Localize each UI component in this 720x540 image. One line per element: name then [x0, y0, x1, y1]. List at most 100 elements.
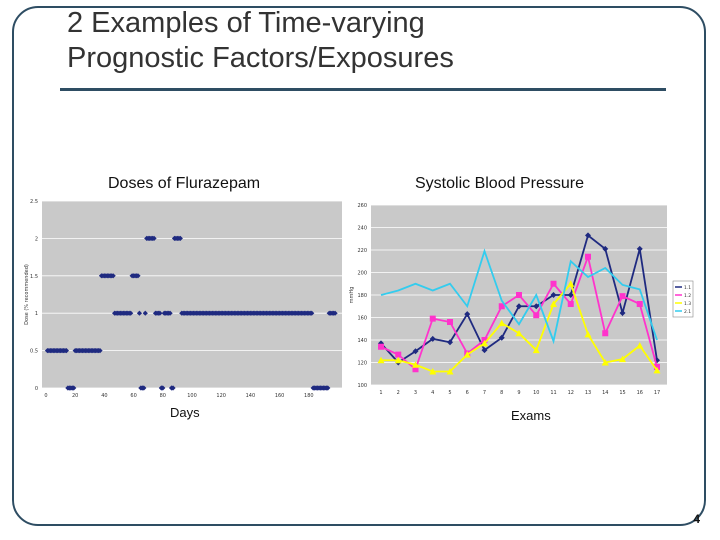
- data-point: [71, 385, 77, 391]
- data-point: [429, 315, 436, 322]
- y-axis-label: Dose (% recommended): [24, 264, 30, 325]
- data-point: [464, 311, 471, 318]
- data-point: [619, 310, 626, 316]
- x-tick-label: 120: [216, 393, 226, 399]
- data-point: [170, 385, 176, 391]
- x-tick-label: 1: [379, 390, 382, 396]
- data-point: [533, 312, 540, 319]
- data-point: [498, 319, 506, 327]
- x-tick-label: 17: [654, 390, 660, 396]
- data-point: [567, 292, 574, 298]
- y-tick-label: 200: [357, 271, 367, 277]
- x-tick-label: 9: [517, 390, 520, 396]
- left-chart-title: Doses of Flurazepam: [108, 175, 261, 192]
- data-point: [309, 310, 315, 316]
- y-tick-label: 160: [357, 316, 367, 322]
- x-tick-label: 16: [637, 390, 643, 396]
- data-point: [498, 303, 505, 310]
- slide-frame: [12, 6, 706, 526]
- y-tick-label: 2.5: [30, 199, 38, 205]
- data-point: [135, 273, 141, 279]
- x-tick-label: 80: [160, 393, 166, 399]
- x-tick-label: 6: [466, 390, 469, 396]
- x-tick-label: 4: [431, 390, 434, 396]
- y-tick-label: 0: [35, 386, 38, 392]
- y-tick-label: 180: [357, 293, 367, 299]
- y-tick-label: 240: [357, 226, 367, 232]
- x-tick-label: 160: [275, 393, 285, 399]
- data-point: [602, 330, 609, 337]
- data-point: [481, 347, 488, 354]
- left-chart-xlabel: Days: [170, 405, 200, 420]
- data-point: [550, 300, 557, 307]
- x-tick-label: 11: [550, 390, 556, 396]
- data-point: [602, 245, 609, 252]
- data-point: [550, 280, 557, 287]
- y-tick-label: 140: [357, 338, 367, 344]
- data-point: [585, 232, 591, 239]
- x-tick-label: 0: [44, 393, 47, 399]
- y-tick-label: 100: [357, 383, 367, 389]
- x-tick-label: 13: [585, 390, 591, 396]
- data-point: [429, 368, 437, 375]
- series-line: [380, 248, 658, 345]
- page-number: 4: [693, 512, 700, 526]
- slide-title: 2 Examples of Time-varying Prognostic Fa…: [67, 6, 454, 76]
- y-tick-label: 220: [357, 248, 367, 254]
- x-tick-label: 10: [533, 390, 539, 396]
- data-point: [481, 339, 488, 347]
- data-point: [378, 343, 384, 350]
- legend-label: 1.2: [684, 293, 691, 299]
- y-tick-label: 0.5: [30, 349, 38, 355]
- data-point: [177, 235, 183, 241]
- legend-box: [672, 280, 694, 318]
- right-chart-title: Systolic Blood Pressure: [415, 175, 584, 192]
- legend-label: 2.1: [684, 309, 691, 315]
- data-point: [516, 292, 522, 298]
- data-point: [128, 310, 134, 316]
- data-point: [601, 359, 609, 366]
- data-point: [636, 301, 643, 307]
- data-point: [412, 366, 419, 373]
- data-point: [412, 348, 419, 355]
- data-point: [429, 335, 436, 342]
- data-point: [498, 334, 505, 341]
- y-tick-label: 1: [35, 311, 38, 317]
- data-point: [160, 385, 166, 391]
- data-point: [447, 339, 453, 346]
- title-line-1: 2 Examples of Time-varying: [67, 7, 425, 39]
- legend-label: 1.1: [684, 285, 691, 291]
- data-point: [325, 385, 331, 391]
- data-point: [516, 303, 522, 310]
- x-tick-label: 60: [130, 393, 136, 399]
- data-point: [446, 368, 454, 375]
- data-point: [567, 280, 575, 287]
- data-point: [463, 351, 471, 358]
- y-tick-label: 260: [357, 203, 367, 209]
- x-tick-label: 5: [448, 390, 451, 396]
- data-point: [585, 253, 591, 260]
- data-point: [567, 301, 574, 307]
- data-point: [412, 361, 419, 368]
- title-underline: [60, 88, 666, 91]
- title-line-2: Prognostic Factors/Exposures: [67, 42, 454, 74]
- data-point: [653, 366, 661, 374]
- x-tick-label: 140: [246, 393, 256, 399]
- x-tick-label: 3: [414, 390, 417, 396]
- x-tick-label: 40: [101, 393, 107, 399]
- data-point: [533, 303, 540, 310]
- x-tick-label: 100: [187, 393, 197, 399]
- y-tick-label: 120: [357, 361, 367, 367]
- data-point: [636, 342, 644, 349]
- x-tick-label: 7: [483, 390, 486, 396]
- y-tick-label: 1.5: [30, 274, 38, 280]
- x-tick-label: 12: [568, 390, 574, 396]
- data-point: [151, 235, 157, 241]
- data-point: [141, 385, 147, 391]
- data-point: [532, 346, 540, 354]
- data-point: [619, 355, 626, 363]
- data-point: [395, 351, 402, 358]
- legend-label: 1.3: [684, 301, 691, 307]
- x-tick-label: 15: [619, 390, 625, 396]
